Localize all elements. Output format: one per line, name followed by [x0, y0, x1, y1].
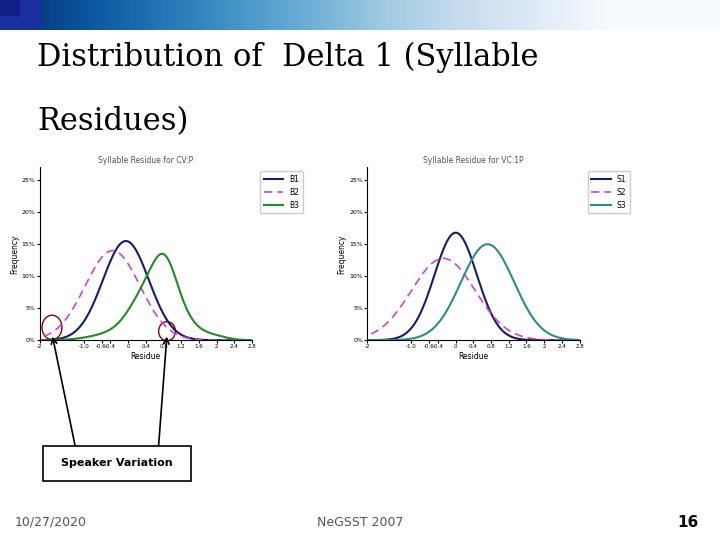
B2 [256, 337, 265, 343]
B2 [108, 247, 117, 254]
B1 [163, 316, 171, 323]
S3 [508, 275, 517, 281]
S2 [508, 329, 517, 336]
X-axis label: Residue: Residue [458, 352, 489, 361]
B3 [27, 337, 35, 343]
Text: 10/27/2020: 10/27/2020 [14, 516, 86, 529]
S3 [528, 313, 536, 320]
B1 [200, 336, 209, 343]
B3 [256, 337, 265, 343]
Text: Residues): Residues) [37, 106, 189, 137]
S3 [413, 334, 422, 341]
Title: Syllable Residue for CV:P: Syllable Residue for CV:P [98, 156, 194, 165]
Bar [0, 0, 19, 15]
B1 [67, 331, 76, 338]
B1 [122, 238, 130, 244]
Line: B2: B2 [31, 251, 261, 340]
Legend: S1, S2, S3: S1, S2, S3 [588, 171, 630, 213]
S2 [584, 337, 593, 343]
Text: 16: 16 [677, 515, 698, 530]
B1 [86, 308, 94, 314]
S3 [395, 336, 403, 343]
B2 [163, 324, 171, 330]
B3 [67, 336, 76, 342]
X-axis label: Residue: Residue [130, 352, 161, 361]
B3 [158, 251, 166, 257]
S1 [354, 337, 363, 343]
S1 [413, 315, 422, 322]
Text: Distribution of  Delta 1 (Syllable: Distribution of Delta 1 (Syllable [37, 42, 539, 73]
S2 [395, 306, 403, 312]
Line: S3: S3 [359, 244, 588, 340]
B2 [27, 336, 35, 342]
S3 [483, 241, 492, 247]
S1 [459, 235, 467, 242]
Line: S1: S1 [359, 233, 588, 340]
B2 [181, 334, 189, 341]
B1 [181, 333, 189, 340]
Bar [0, 0, 40, 30]
S1 [395, 334, 403, 340]
Line: S2: S2 [359, 258, 588, 340]
S3 [354, 337, 363, 343]
S1 [508, 334, 517, 340]
Text: NeGSST 2007: NeGSST 2007 [317, 516, 403, 529]
B1 [27, 337, 35, 343]
S1 [490, 316, 499, 323]
B3 [200, 327, 209, 334]
S1 [528, 337, 536, 343]
S3 [584, 337, 593, 343]
S2 [459, 269, 467, 275]
Y-axis label: Frequency: Frequency [338, 234, 346, 274]
S3 [490, 244, 499, 251]
Title: Syllable Residue for VC:1P: Syllable Residue for VC:1P [423, 156, 523, 165]
B2 [131, 273, 140, 280]
S2 [354, 335, 363, 341]
S2 [490, 314, 499, 321]
FancyBboxPatch shape [43, 446, 191, 481]
B3 [130, 296, 139, 302]
B3 [181, 301, 189, 308]
B1 [256, 337, 265, 343]
Line: B1: B1 [31, 241, 261, 340]
S1 [451, 230, 460, 236]
B2 [86, 273, 94, 280]
B3 [86, 333, 94, 340]
B2 [67, 308, 76, 314]
B2 [200, 336, 209, 343]
S2 [439, 255, 448, 261]
Line: B3: B3 [31, 254, 261, 340]
Text: Speaker Variation: Speaker Variation [61, 458, 173, 468]
S2 [528, 335, 536, 342]
B1 [131, 246, 140, 252]
S1 [584, 337, 593, 343]
B3 [163, 254, 171, 260]
Legend: B1, B2, B3: B1, B2, B3 [260, 171, 303, 213]
Y-axis label: Frequency: Frequency [10, 234, 19, 274]
S3 [458, 275, 467, 282]
S2 [413, 278, 422, 285]
